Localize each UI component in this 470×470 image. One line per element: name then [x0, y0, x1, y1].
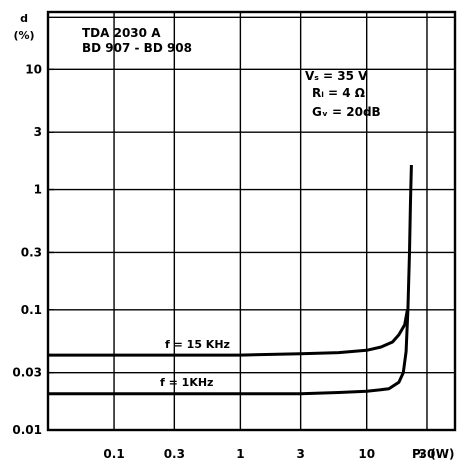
grid — [48, 12, 455, 431]
x-axis-label: P₀ (W) — [412, 447, 454, 461]
title-box: TDA 2030 A BD 907 - BD 908 — [82, 26, 192, 55]
series-label-15khz: f = 15 KHz — [165, 338, 230, 351]
y-tick-label-3: 0.3 — [21, 245, 42, 259]
condition-supply-voltage: Vₛ = 35 V — [305, 69, 368, 83]
x-tick-label-4: 10 — [358, 447, 375, 461]
y-tick-label-4: 1 — [34, 183, 42, 197]
y-tick-label-6: 10 — [25, 62, 42, 76]
x-tick-label-0: 0.1 — [103, 447, 124, 461]
series-layer — [48, 164, 413, 396]
plot-frame — [46, 10, 457, 432]
y-tick-label-0: 0.01 — [12, 423, 42, 437]
x-tick-label-3: 3 — [296, 447, 304, 461]
y-axis-label-unit: (%) — [13, 29, 34, 42]
y-tick-labels: 0.01 0.03 0.1 0.3 1 3 10 — [12, 62, 42, 437]
x-tick-label-1: 0.3 — [164, 447, 185, 461]
condition-gain: Gᵥ = 20dB — [312, 105, 381, 119]
series-line-1 — [48, 164, 413, 396]
y-tick-label-2: 0.1 — [21, 303, 42, 317]
conditions-box: Vₛ = 35 V Rₗ = 4 Ω Gᵥ = 20dB — [305, 69, 381, 119]
y-tick-label-1: 0.03 — [12, 366, 42, 380]
y-axis-label-d: d — [20, 12, 28, 25]
x-tick-label-2: 1 — [236, 447, 244, 461]
series-label-1khz: f = 1KHz — [160, 376, 213, 389]
condition-load: Rₗ = 4 Ω — [312, 86, 365, 100]
x-tick-labels: 0.1 0.3 1 3 10 30 — [103, 447, 435, 461]
title-line-1: TDA 2030 A — [82, 26, 161, 40]
y-tick-label-5: 3 — [34, 125, 42, 139]
title-line-2: BD 907 - BD 908 — [82, 41, 192, 55]
series-line-0 — [48, 309, 409, 357]
x-tick-label-5: 30 — [419, 447, 436, 461]
